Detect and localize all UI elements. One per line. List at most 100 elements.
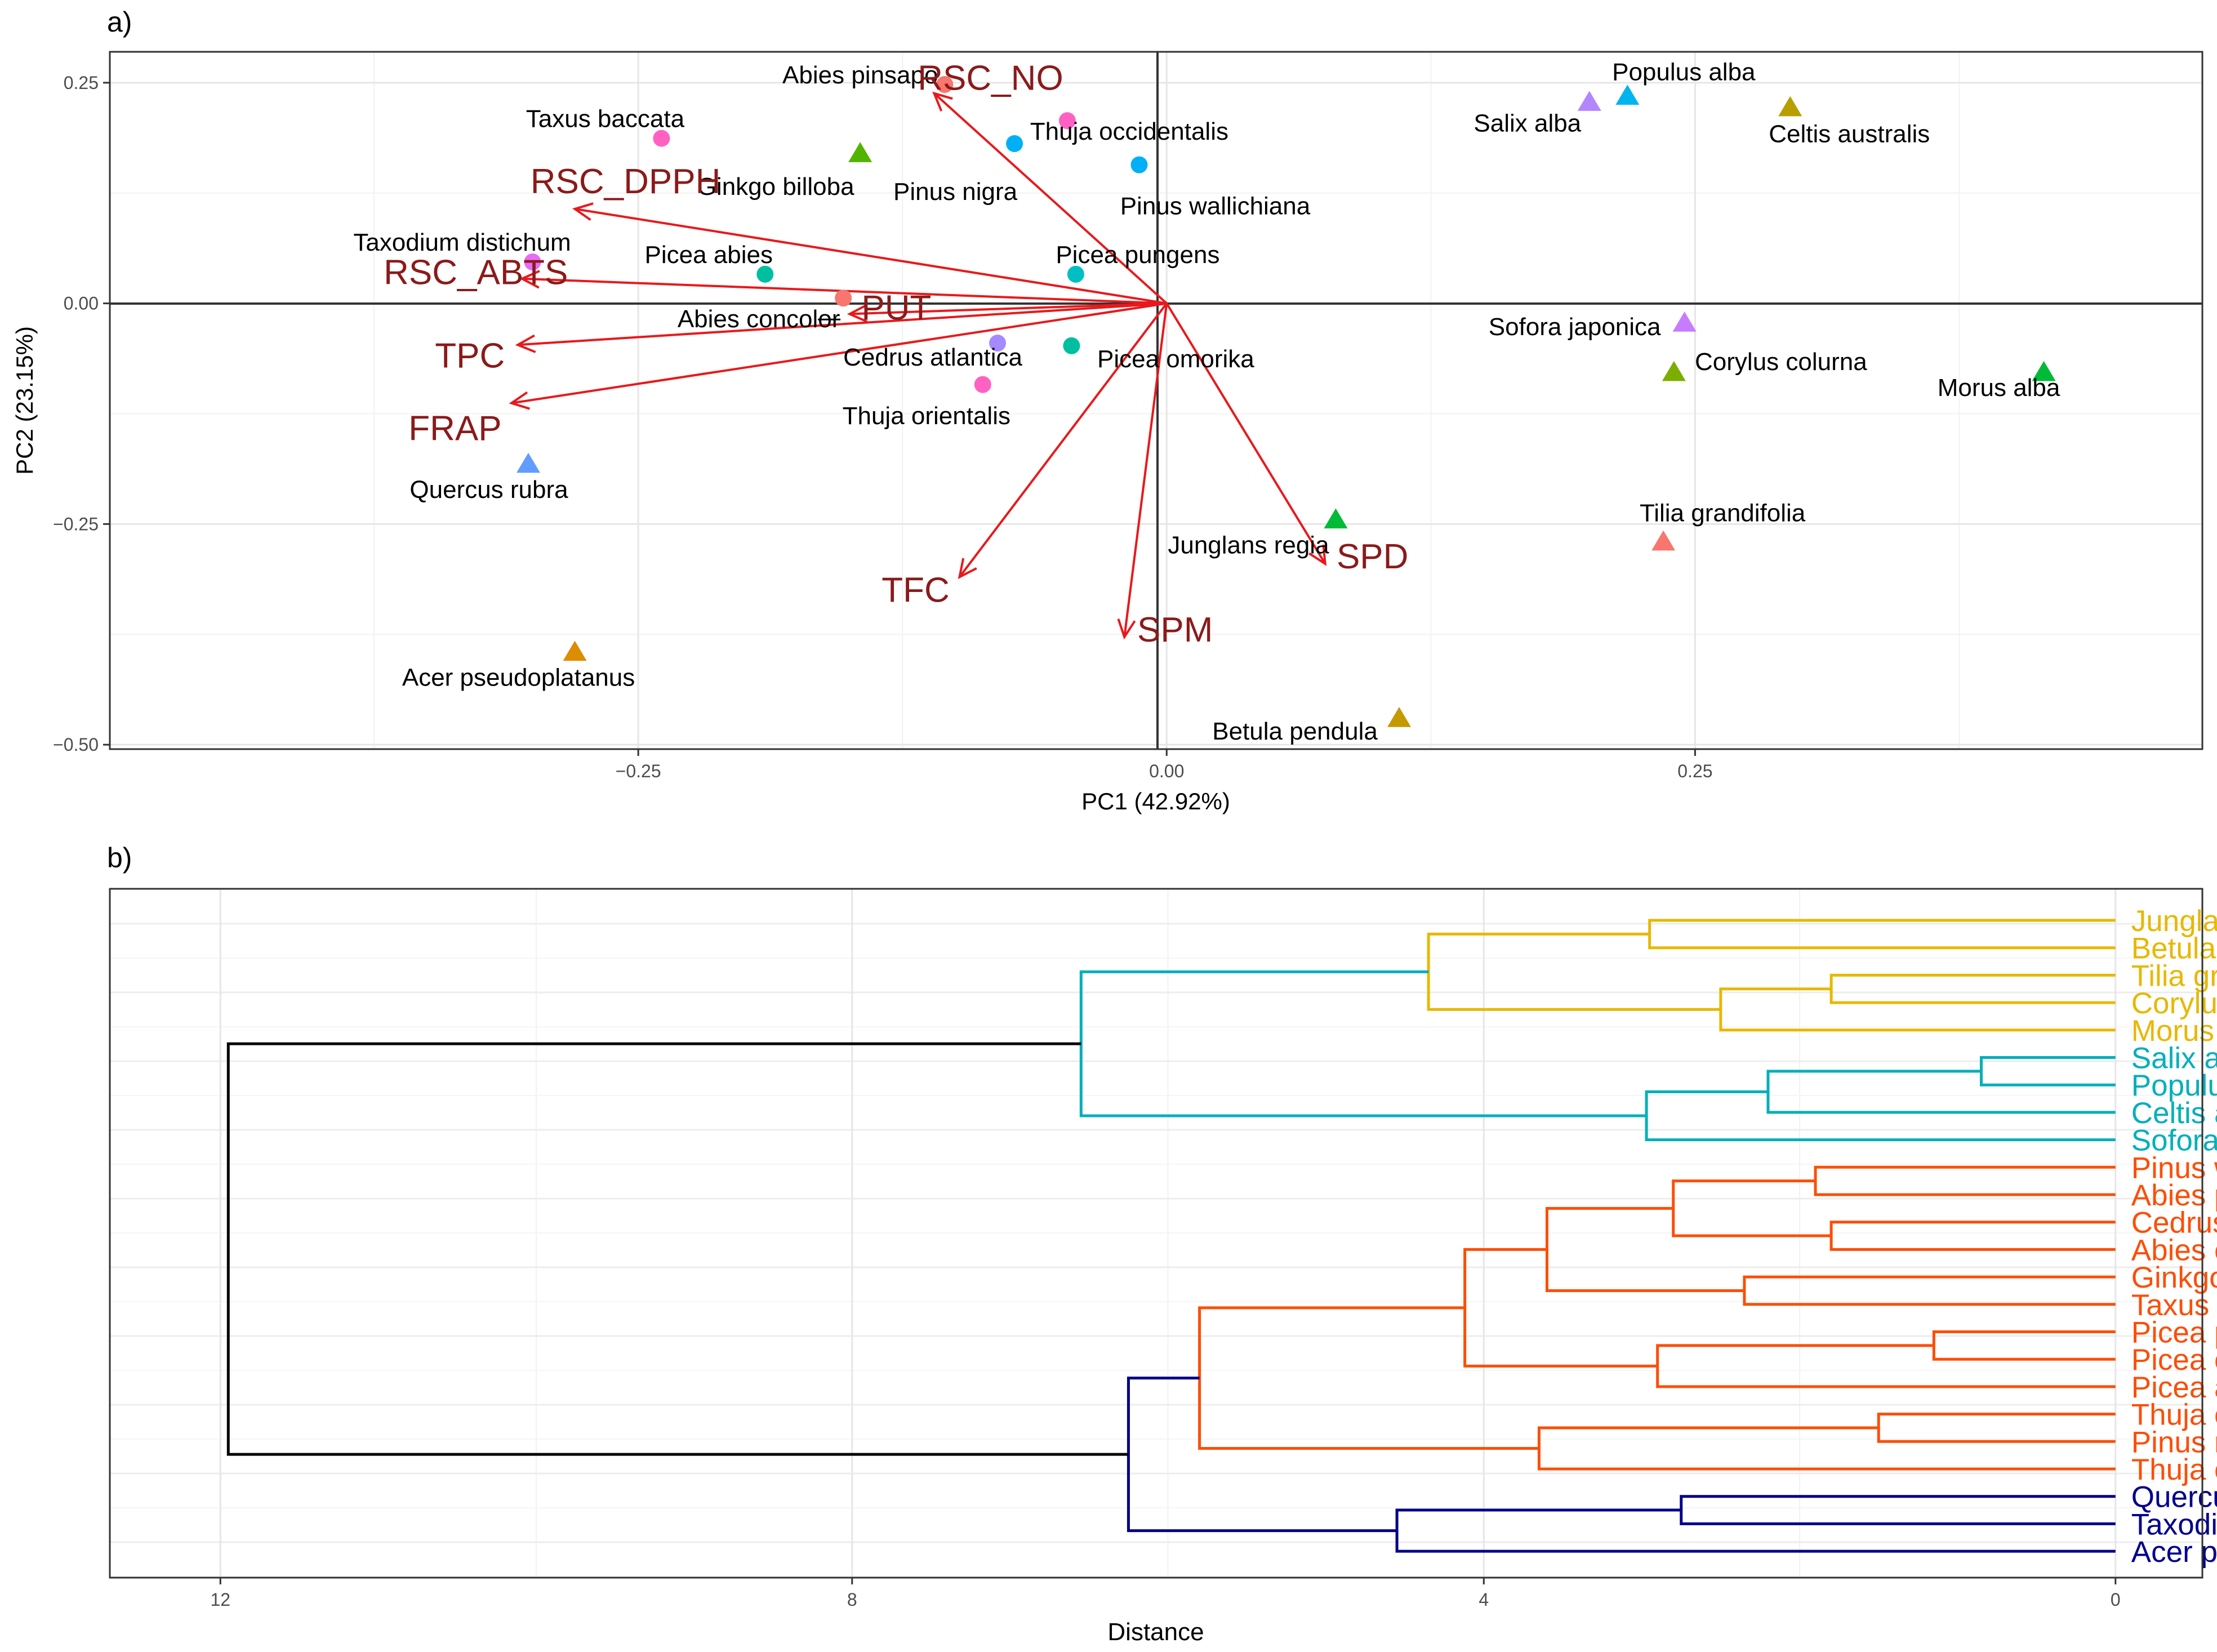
point-label-pinus-nigra: Pinus nigra [893, 178, 1018, 206]
point-label-celtis-australis: Celtis australis [1769, 121, 1930, 148]
loading-arrow-spd [1165, 302, 1326, 564]
point-taxus-baccata [653, 130, 670, 147]
point-label-populus-alba: Populus alba [1612, 58, 1756, 86]
arrow-head-rsc-abts [519, 270, 540, 289]
point-label-morus-alba: Morus alba [1938, 374, 2060, 402]
point-populus-alba [1615, 84, 1640, 105]
point-label-sofora-japonica: Sofora japonica [1489, 313, 1661, 341]
arrow-head-tfc [958, 558, 977, 580]
point-morus-alba [2032, 360, 2056, 381]
point-abies-concolor [835, 290, 852, 307]
point-label-corylus-colurna: Corylus colurna [1695, 348, 1867, 376]
point-label-picea-omorika: Picea omorika [1097, 345, 1254, 373]
point-sofora-japonica [1672, 311, 1697, 332]
loading-label-tfc: TFC [882, 571, 950, 609]
point-label-cedrus-atlantica: Cedrus atlantica [843, 344, 1022, 371]
loading-label-spm: SPM [1137, 611, 1213, 649]
loading-label-tpc: TPC [435, 336, 505, 375]
point-label-thuja-occidentalis: Thuja occidentalis [1030, 118, 1228, 145]
point-pinus-wallichiana [1130, 156, 1148, 173]
point-label-quercus-rubra: Quercus rubra [409, 476, 568, 504]
point-label-acer-pseudoplatanus: Acer pseudoplatanus [402, 664, 635, 692]
loading-arrow-put [849, 302, 1167, 315]
y-tick-label: 0.25 [64, 73, 99, 93]
point-betula-pendula [1387, 707, 1412, 727]
loading-arrow-rsc-dpph [575, 207, 1167, 305]
loading-labels: RSC_NO RSC_DPPH RSC_ABTS PUT TPC FRAP TFC SPM SP… [384, 59, 1408, 649]
loading-label-rsc-no: RSC_NO [918, 59, 1063, 98]
point-pinus-nigra [1006, 135, 1023, 152]
loading-label-frap: FRAP [408, 409, 501, 448]
point-ginkgo-billoba [848, 142, 872, 162]
plot-b-grid [110, 889, 2202, 1578]
dendrogram-branches [226, 919, 2116, 1553]
x-tick-label: 0.00 [1149, 761, 1184, 781]
point-label-pinus-wallichiana: Pinus wallichiana [1120, 193, 1311, 220]
point-thuja-orientalis [974, 376, 991, 393]
loading-label-put: PUT [861, 288, 931, 327]
loading-label-rsc-abts: RSC_ABTS [384, 253, 568, 292]
point-label-abies-concolor: Abies concolor [678, 305, 840, 333]
dendrogram-panel: b) Junglans regiaBetula pendulaTilia gra… [107, 842, 2217, 1646]
point-label-betula-pendula: Betula pendula [1212, 718, 1378, 745]
x-tick-label: 8 [847, 1589, 857, 1610]
loading-label-rsc-dpph: RSC_DPPH [531, 162, 721, 201]
loading-arrow-spm [1123, 303, 1168, 638]
x-axis-label: PC1 (42.92%) [1081, 788, 1230, 814]
loading-arrow-tpc [518, 302, 1167, 346]
x-tick-label: 0 [2111, 1589, 2121, 1610]
point-salix-alba [1577, 91, 1601, 111]
point-abies-pinsapo [936, 75, 954, 93]
leaf-labels: Junglans regiaBetula pendulaTilia grandi… [2131, 905, 2217, 1569]
leaf-label-acer-pseudoplatanus: Acer pseudoplatanus [2131, 1535, 2217, 1569]
arrow-head-rsc-dpph [572, 202, 594, 221]
loading-label-spd: SPD [1337, 537, 1408, 576]
point-label-taxus-baccata: Taxus baccata [526, 105, 685, 133]
arrow-head-frap [509, 391, 531, 410]
point-labels: Abies pinsapo Thuja occidentalis Taxus bac… [353, 58, 2060, 745]
point-label-picea-abies: Picea abies [645, 241, 773, 269]
loading-arrows [509, 91, 1327, 640]
point-acer-pseudoplatanus [563, 640, 587, 661]
point-label-picea-pungens: Picea pungens [1056, 241, 1219, 269]
point-label-tilia-grandifolia: Tilia grandifolia [1640, 500, 1806, 527]
loading-arrow-rsc-no [933, 92, 1168, 305]
plot-a-background [110, 52, 2202, 749]
panel-a-label: a) [107, 6, 132, 38]
x-tick-label: −0.25 [616, 761, 661, 781]
plot-a-grid [110, 52, 2202, 749]
x-tick-label: 4 [1479, 1589, 1489, 1610]
point-junglans-regia [1324, 508, 1348, 529]
point-label-abies-pinsapo: Abies pinsapo [782, 61, 938, 89]
pca-biplot-panel: a) Abies pinsapo Thuja occidentalis Taxus … [11, 6, 2203, 814]
plot-b-ticks: 12 8 4 0 [210, 1578, 2121, 1610]
point-label-salix-alba: Salix alba [1473, 109, 1581, 137]
plot-a-ticks: −0.25 0.00 0.25 −0.50 −0.25 0.00 0.25 [53, 73, 1713, 781]
point-tilia-grandifolia [1651, 530, 1676, 551]
point-picea-pungens [1067, 265, 1084, 283]
point-picea-omorika [1063, 337, 1080, 354]
point-thuja-occidentalis [1058, 112, 1076, 130]
point-label-junglans-regia: Junglans regia [1168, 532, 1329, 559]
point-label-thuja-orientalis: Thuja orientalis [843, 402, 1010, 430]
y-tick-label: −0.50 [53, 734, 99, 755]
distance-axis-label: Distance [1107, 1618, 1204, 1646]
arrow-head-tpc [515, 334, 536, 353]
x-tick-label: 12 [210, 1589, 230, 1610]
plot-b-border [109, 888, 2203, 1579]
loading-arrow-frap [511, 302, 1167, 404]
x-tick-label: 0.25 [1677, 761, 1712, 781]
arrow-head-put [847, 304, 868, 323]
loading-arrow-tfc [958, 302, 1168, 578]
y-tick-label: −0.25 [53, 514, 99, 534]
arrow-head-rsc-no [932, 91, 953, 112]
y-tick-label: 0.00 [64, 293, 99, 314]
point-corylus-colurna [1662, 360, 1686, 381]
panel-b-label: b) [107, 842, 132, 874]
point-cedrus-atlantica [989, 335, 1007, 352]
score-points [517, 75, 2056, 727]
arrow-head-spd [1308, 544, 1327, 566]
y-axis-label: PC2 (23.15%) [11, 326, 38, 475]
point-celtis-australis [1778, 96, 1802, 117]
